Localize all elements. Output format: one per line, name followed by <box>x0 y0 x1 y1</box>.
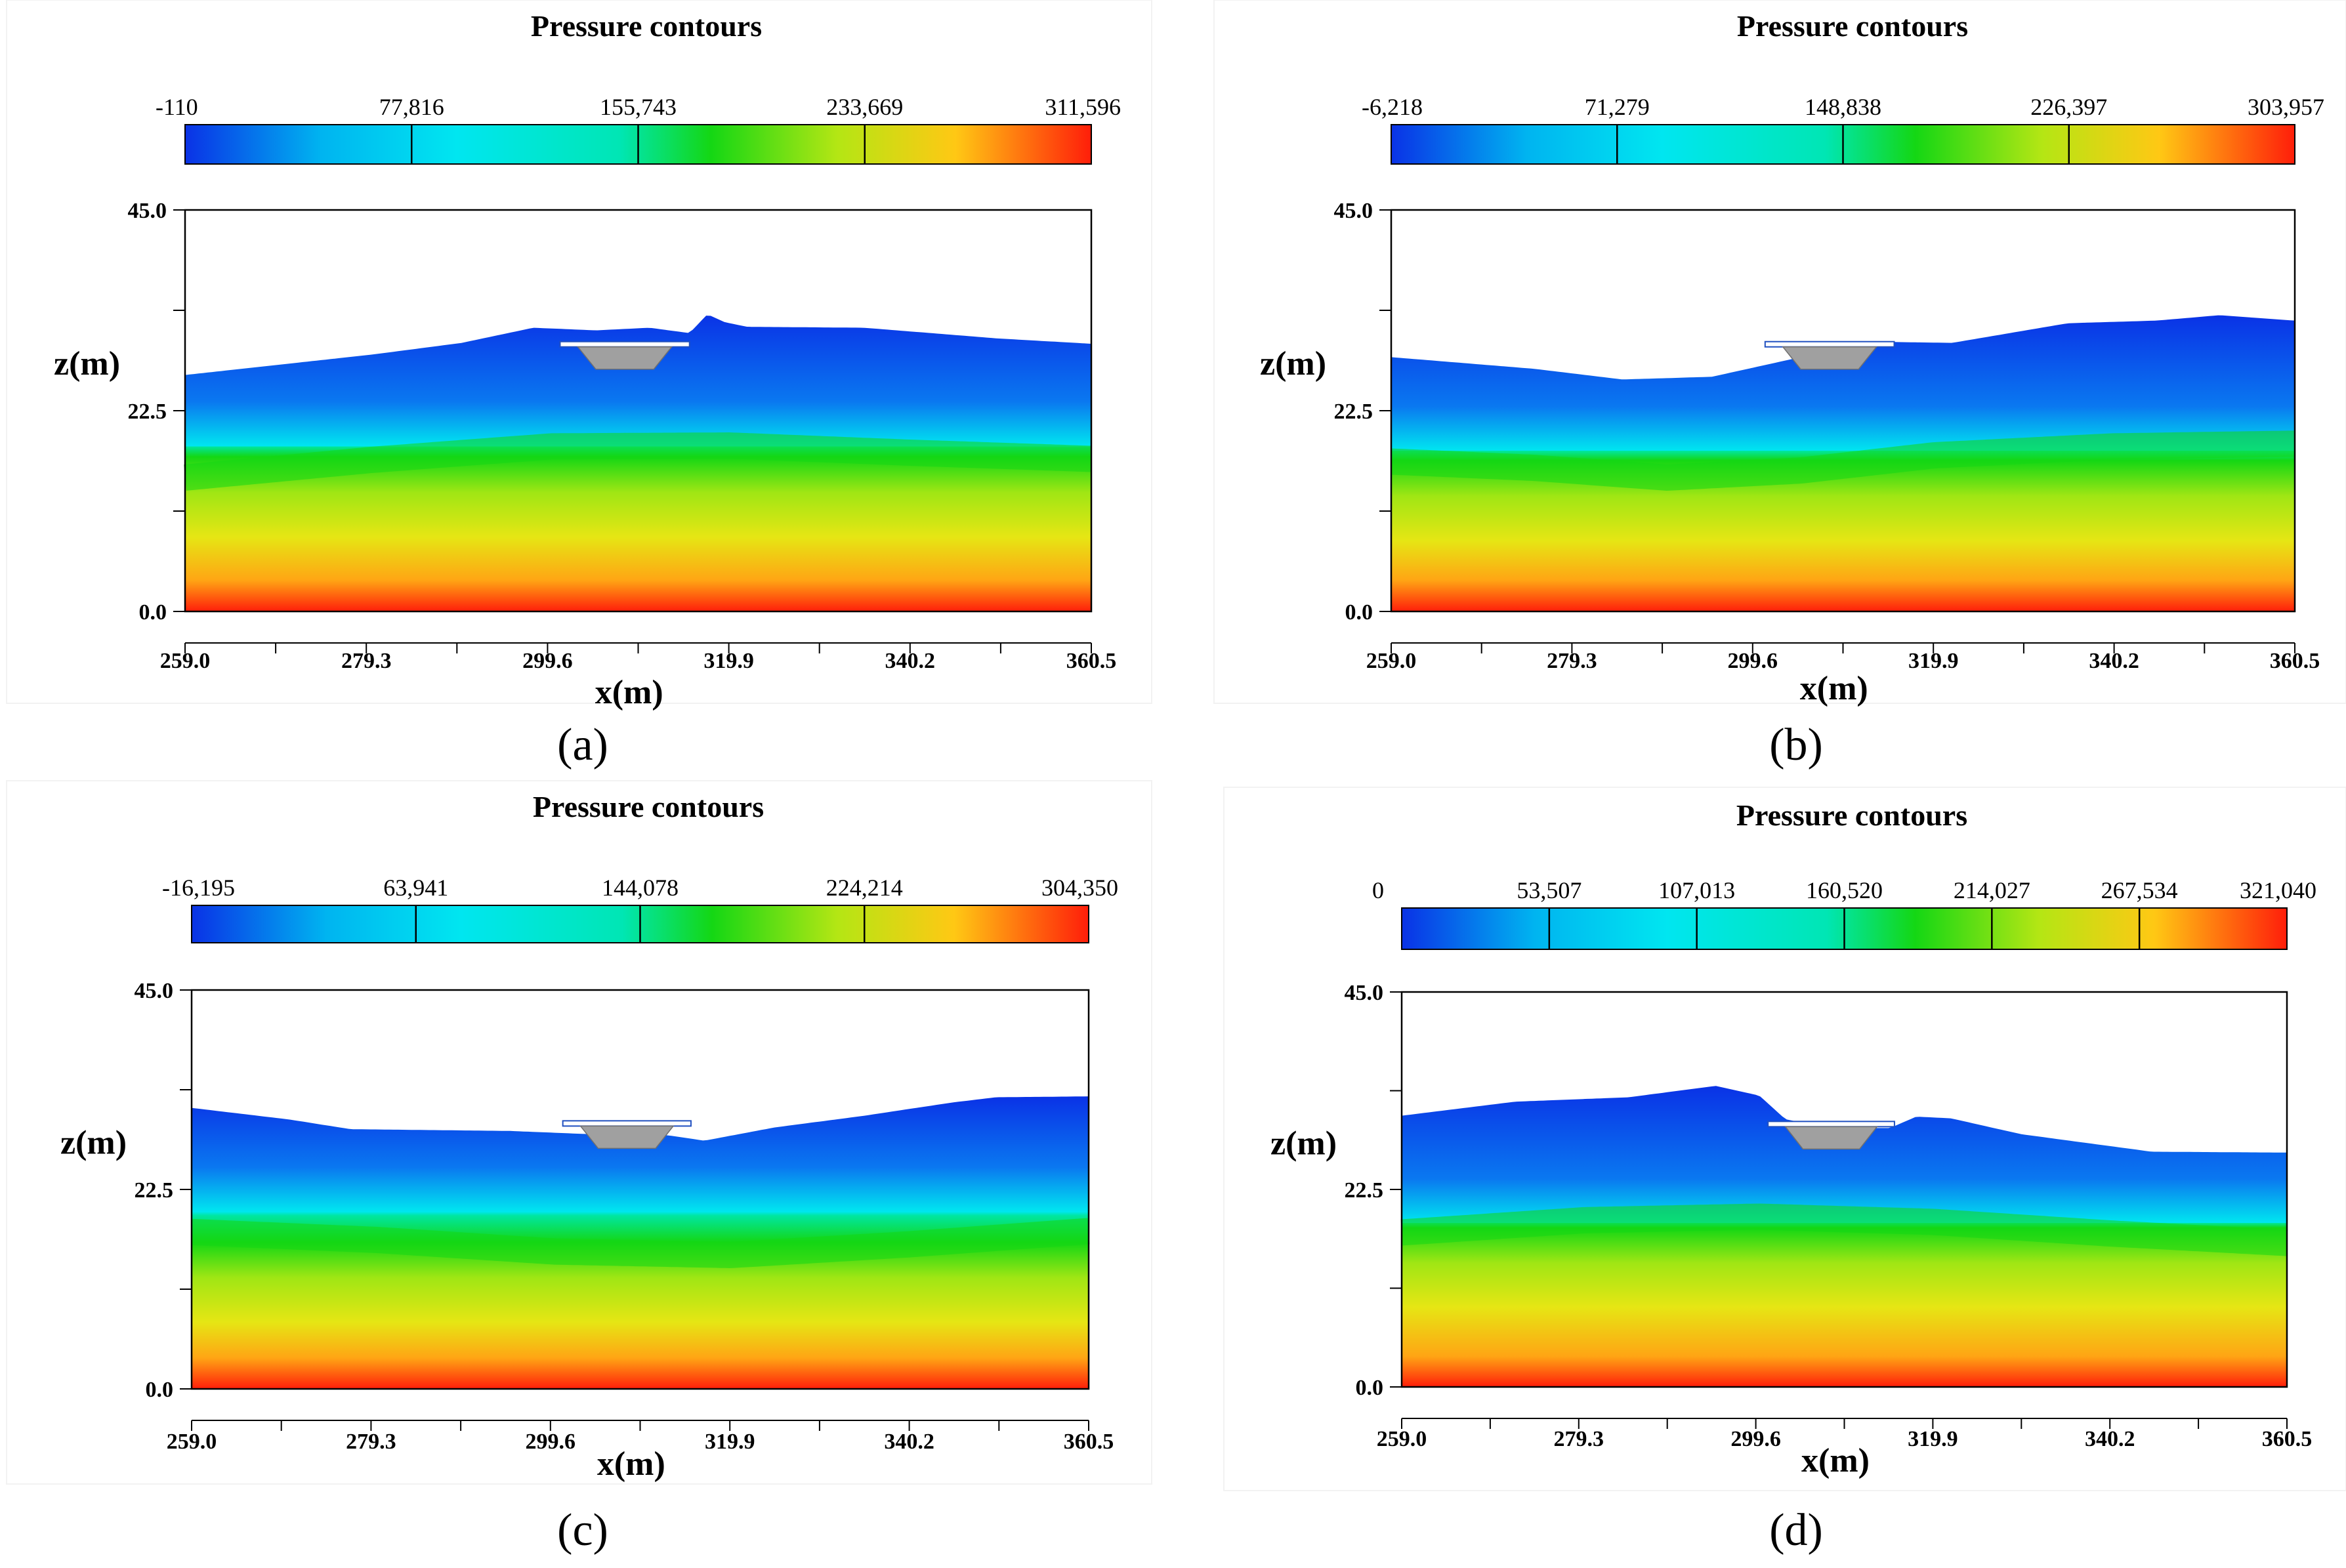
x-tick-label: 340.2 <box>884 1430 934 1454</box>
colorbar-tick-label: 107,013 <box>1658 877 1735 903</box>
z-tick-label: 0.0 <box>1356 1376 1384 1400</box>
z-tick-label: 0.0 <box>146 1378 174 1402</box>
colorbar-tick-label: 148,838 <box>1805 94 1881 120</box>
colorbar-tick-label: 71,279 <box>1585 94 1650 120</box>
x-tick-label: 360.5 <box>1066 649 1117 673</box>
x-tick-label: 279.3 <box>1554 1427 1604 1451</box>
x-axis-label: x(m) <box>1801 1442 1870 1479</box>
colorbar-tick-label: -110 <box>156 94 198 120</box>
pressure-band <box>1400 1203 2288 1256</box>
z-tick-label: 45.0 <box>1345 981 1384 1005</box>
bridge-girder <box>1784 1126 1878 1150</box>
bridge-girder <box>1782 346 1877 370</box>
bridge-deck <box>559 340 690 348</box>
z-axis-label: z(m) <box>1260 345 1326 382</box>
x-tick-label: 299.6 <box>1730 1427 1781 1451</box>
bridge-deck <box>1767 1121 1895 1128</box>
x-tick-label: 299.6 <box>526 1430 576 1454</box>
z-tick-label: 22.5 <box>1334 400 1373 424</box>
colorbar-tick-label: 226,397 <box>2030 94 2107 120</box>
bridge-girder <box>577 346 673 370</box>
colorbar-tick-label: 53,507 <box>1517 877 1581 903</box>
colorbar-tick-label: 160,520 <box>1806 877 1883 903</box>
x-axis-label: x(m) <box>595 674 663 711</box>
panel-label: (b) <box>1769 720 1823 770</box>
panel-label: (c) <box>557 1505 608 1556</box>
colorbar-tick-label: 304,350 <box>1041 875 1118 901</box>
bridge-deck <box>1764 340 1895 348</box>
panel-label: (a) <box>557 720 608 770</box>
colorbar-tick-label: 155,743 <box>600 94 677 120</box>
z-tick-label: 45.0 <box>128 199 167 223</box>
x-axis-label: x(m) <box>1800 670 1868 707</box>
x-tick-label: 259.0 <box>160 649 211 673</box>
x-tick-label: 259.0 <box>1366 649 1417 673</box>
colorbar-tick-label: 0 <box>1372 877 1384 903</box>
colorbar-tick-label: -6,218 <box>1362 94 1423 120</box>
x-tick-label: 360.5 <box>2270 649 2320 673</box>
colorbar-tick-label: 233,669 <box>826 94 903 120</box>
colorbar-tick-label: -16,195 <box>162 875 235 901</box>
panel-label: (d) <box>1769 1505 1823 1556</box>
colorbar-tick-label: 321,040 <box>2240 877 2316 903</box>
z-tick-label: 45.0 <box>1334 199 1373 223</box>
x-tick-label: 340.2 <box>885 649 936 673</box>
water-body <box>185 316 1091 611</box>
z-tick-label: 0.0 <box>139 600 167 625</box>
z-tick-label: 22.5 <box>135 1178 174 1203</box>
water-body <box>1402 1086 2287 1387</box>
colorbar-tick-label: 214,027 <box>1954 877 2030 903</box>
colorbar-tick-label: 144,078 <box>602 875 679 901</box>
x-tick-label: 279.3 <box>341 649 392 673</box>
x-tick-label: 319.9 <box>703 649 754 673</box>
z-tick-label: 22.5 <box>1345 1178 1384 1203</box>
colorbar-tick-label: 311,596 <box>1045 94 1121 120</box>
x-tick-label: 299.6 <box>1728 649 1778 673</box>
x-tick-label: 319.9 <box>705 1430 755 1454</box>
z-axis-label: z(m) <box>1270 1124 1337 1162</box>
x-tick-label: 340.2 <box>2085 1427 2135 1451</box>
colorbar-tick-label: 63,941 <box>383 875 448 901</box>
x-tick-label: 319.9 <box>1908 1427 1958 1451</box>
x-tick-label: 319.9 <box>1908 649 1959 673</box>
panel-c: Pressure contours -16,195 63,941 144,078 224… <box>6 780 1152 1556</box>
panel-title: Pressure contours <box>1737 9 1968 43</box>
x-tick-label: 340.2 <box>2089 649 2139 673</box>
colorbar-tick-label: 224,214 <box>826 875 903 901</box>
colorbar-tick-label: 267,534 <box>2101 877 2178 903</box>
bridge-girder <box>579 1125 675 1149</box>
z-axis-label: z(m) <box>54 345 120 382</box>
z-tick-label: 22.5 <box>128 400 167 424</box>
panel-title: Pressure contours <box>531 9 762 43</box>
colorbar-tick-label: 77,816 <box>379 94 444 120</box>
x-tick-label: 279.3 <box>1547 649 1597 673</box>
x-tick-label: 279.3 <box>346 1430 396 1454</box>
panel-d: Pressure contours 0 53,507 107,013 160,520 21… <box>1223 787 2346 1556</box>
panel-a: Pressure contours -110 77,816 155,743 233,66… <box>6 0 1152 770</box>
x-tick-label: 259.0 <box>1377 1427 1427 1451</box>
x-tick-label: 360.5 <box>1064 1430 1114 1454</box>
pressure-band <box>1391 430 2295 491</box>
panel-title: Pressure contours <box>1736 798 1967 832</box>
x-tick-label: 259.0 <box>167 1430 217 1454</box>
z-axis-label: z(m) <box>60 1124 127 1162</box>
panel-title: Pressure contours <box>533 790 764 823</box>
x-axis-label: x(m) <box>597 1445 665 1483</box>
x-tick-label: 299.6 <box>522 649 573 673</box>
pressure-band <box>191 1218 1090 1269</box>
x-tick-label: 360.5 <box>2262 1427 2313 1451</box>
z-tick-label: 45.0 <box>135 979 174 1003</box>
colorbar-tick-label: 303,957 <box>2248 94 2324 120</box>
panel-b: Pressure contours -6,218 71,279 148,838 226,… <box>1213 0 2346 770</box>
bridge-deck <box>562 1120 692 1127</box>
pressure-band <box>183 432 1092 491</box>
z-tick-label: 0.0 <box>1345 600 1373 625</box>
